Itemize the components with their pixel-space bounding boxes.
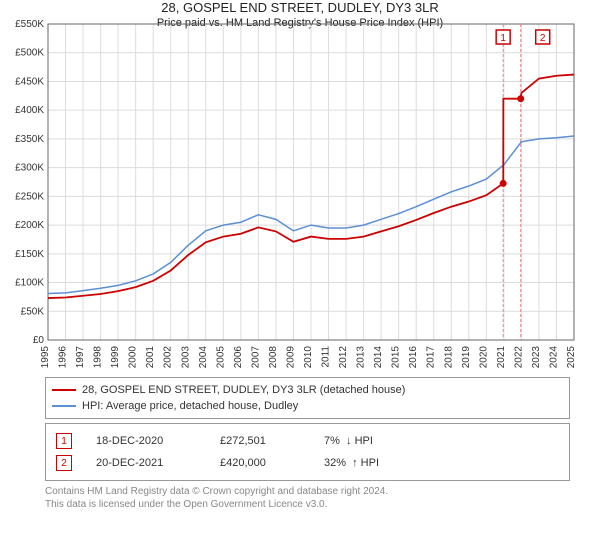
transaction-date: 20-DEC-2021 — [96, 457, 196, 469]
legend-item: 28, GOSPEL END STREET, DUDLEY, DY3 3LR (… — [52, 382, 563, 398]
transaction-diff: 7% ↓ HPI — [324, 435, 373, 447]
svg-text:2013: 2013 — [356, 346, 367, 369]
svg-text:£550K: £550K — [15, 19, 44, 30]
svg-text:2007: 2007 — [250, 346, 261, 369]
svg-text:£400K: £400K — [15, 105, 44, 116]
svg-text:1998: 1998 — [93, 346, 104, 369]
legend-swatch — [52, 389, 76, 391]
svg-text:1999: 1999 — [110, 346, 121, 369]
transaction-row: 2 20-DEC-2021 £420,000 32% ↑ HPI — [52, 452, 563, 474]
svg-text:1996: 1996 — [58, 346, 69, 369]
footer-line-2: This data is licensed under the Open Gov… — [45, 498, 570, 511]
svg-text:£300K: £300K — [15, 163, 44, 174]
svg-text:2016: 2016 — [408, 346, 419, 369]
chart-container: 28, GOSPEL END STREET, DUDLEY, DY3 3LR Pr… — [0, 0, 600, 511]
legend: 28, GOSPEL END STREET, DUDLEY, DY3 3LR (… — [45, 377, 570, 419]
svg-text:2009: 2009 — [285, 346, 296, 369]
price-chart: 28, GOSPEL END STREET, DUDLEY, DY3 3LR Pr… — [0, 0, 600, 370]
svg-text:2003: 2003 — [180, 346, 191, 369]
svg-text:2006: 2006 — [233, 346, 244, 369]
transaction-date: 18-DEC-2020 — [96, 435, 196, 447]
transaction-diff: 32% ↑ HPI — [324, 457, 379, 469]
svg-text:2025: 2025 — [566, 346, 577, 369]
svg-text:£500K: £500K — [15, 48, 44, 59]
svg-text:2015: 2015 — [391, 346, 402, 369]
svg-text:2024: 2024 — [548, 346, 559, 369]
footer-line-1: Contains HM Land Registry data © Crown c… — [45, 485, 570, 498]
svg-text:£50K: £50K — [21, 306, 45, 317]
svg-text:1: 1 — [500, 33, 506, 44]
legend-item: HPI: Average price, detached house, Dudl… — [52, 398, 563, 414]
svg-text:£150K: £150K — [15, 249, 44, 260]
svg-text:2011: 2011 — [321, 346, 332, 368]
svg-text:2023: 2023 — [531, 346, 542, 369]
svg-text:£350K: £350K — [15, 134, 44, 145]
svg-text:2022: 2022 — [513, 346, 524, 369]
svg-text:28, GOSPEL END STREET, DUDLEY,: 28, GOSPEL END STREET, DUDLEY, DY3 3LR — [161, 0, 438, 15]
transaction-marker: 2 — [56, 455, 72, 471]
svg-text:2019: 2019 — [461, 346, 472, 369]
legend-label: HPI: Average price, detached house, Dudl… — [82, 400, 298, 412]
svg-text:2020: 2020 — [478, 346, 489, 369]
svg-text:£450K: £450K — [15, 76, 44, 87]
svg-text:2014: 2014 — [373, 346, 384, 369]
footer-attribution: Contains HM Land Registry data © Crown c… — [45, 485, 570, 511]
transactions-table: 1 18-DEC-2020 £272,501 7% ↓ HPI 2 20-DEC-2021… — [45, 423, 570, 481]
svg-text:2: 2 — [540, 33, 546, 44]
svg-text:2005: 2005 — [215, 346, 226, 369]
svg-text:£100K: £100K — [15, 278, 44, 289]
transaction-row: 1 18-DEC-2020 £272,501 7% ↓ HPI — [52, 430, 563, 452]
svg-text:£250K: £250K — [15, 191, 44, 202]
svg-text:2012: 2012 — [338, 346, 349, 369]
legend-label: 28, GOSPEL END STREET, DUDLEY, DY3 3LR (… — [82, 384, 405, 396]
svg-text:2002: 2002 — [163, 346, 174, 369]
svg-text:£0: £0 — [33, 335, 45, 346]
svg-text:1995: 1995 — [40, 346, 51, 369]
svg-text:Price paid vs. HM Land Registr: Price paid vs. HM Land Registry's House … — [157, 17, 443, 29]
svg-text:2008: 2008 — [268, 346, 279, 369]
svg-text:2021: 2021 — [496, 346, 507, 369]
svg-text:1997: 1997 — [75, 346, 86, 369]
svg-text:2001: 2001 — [145, 346, 156, 369]
legend-swatch — [52, 405, 76, 407]
svg-text:2017: 2017 — [426, 346, 437, 369]
svg-text:2000: 2000 — [128, 346, 139, 369]
svg-text:£200K: £200K — [15, 220, 44, 231]
svg-text:2018: 2018 — [443, 346, 454, 369]
svg-text:2010: 2010 — [303, 346, 314, 369]
svg-text:2004: 2004 — [198, 346, 209, 369]
transaction-price: £420,000 — [220, 457, 300, 469]
transaction-marker: 1 — [56, 433, 72, 449]
transaction-price: £272,501 — [220, 435, 300, 447]
